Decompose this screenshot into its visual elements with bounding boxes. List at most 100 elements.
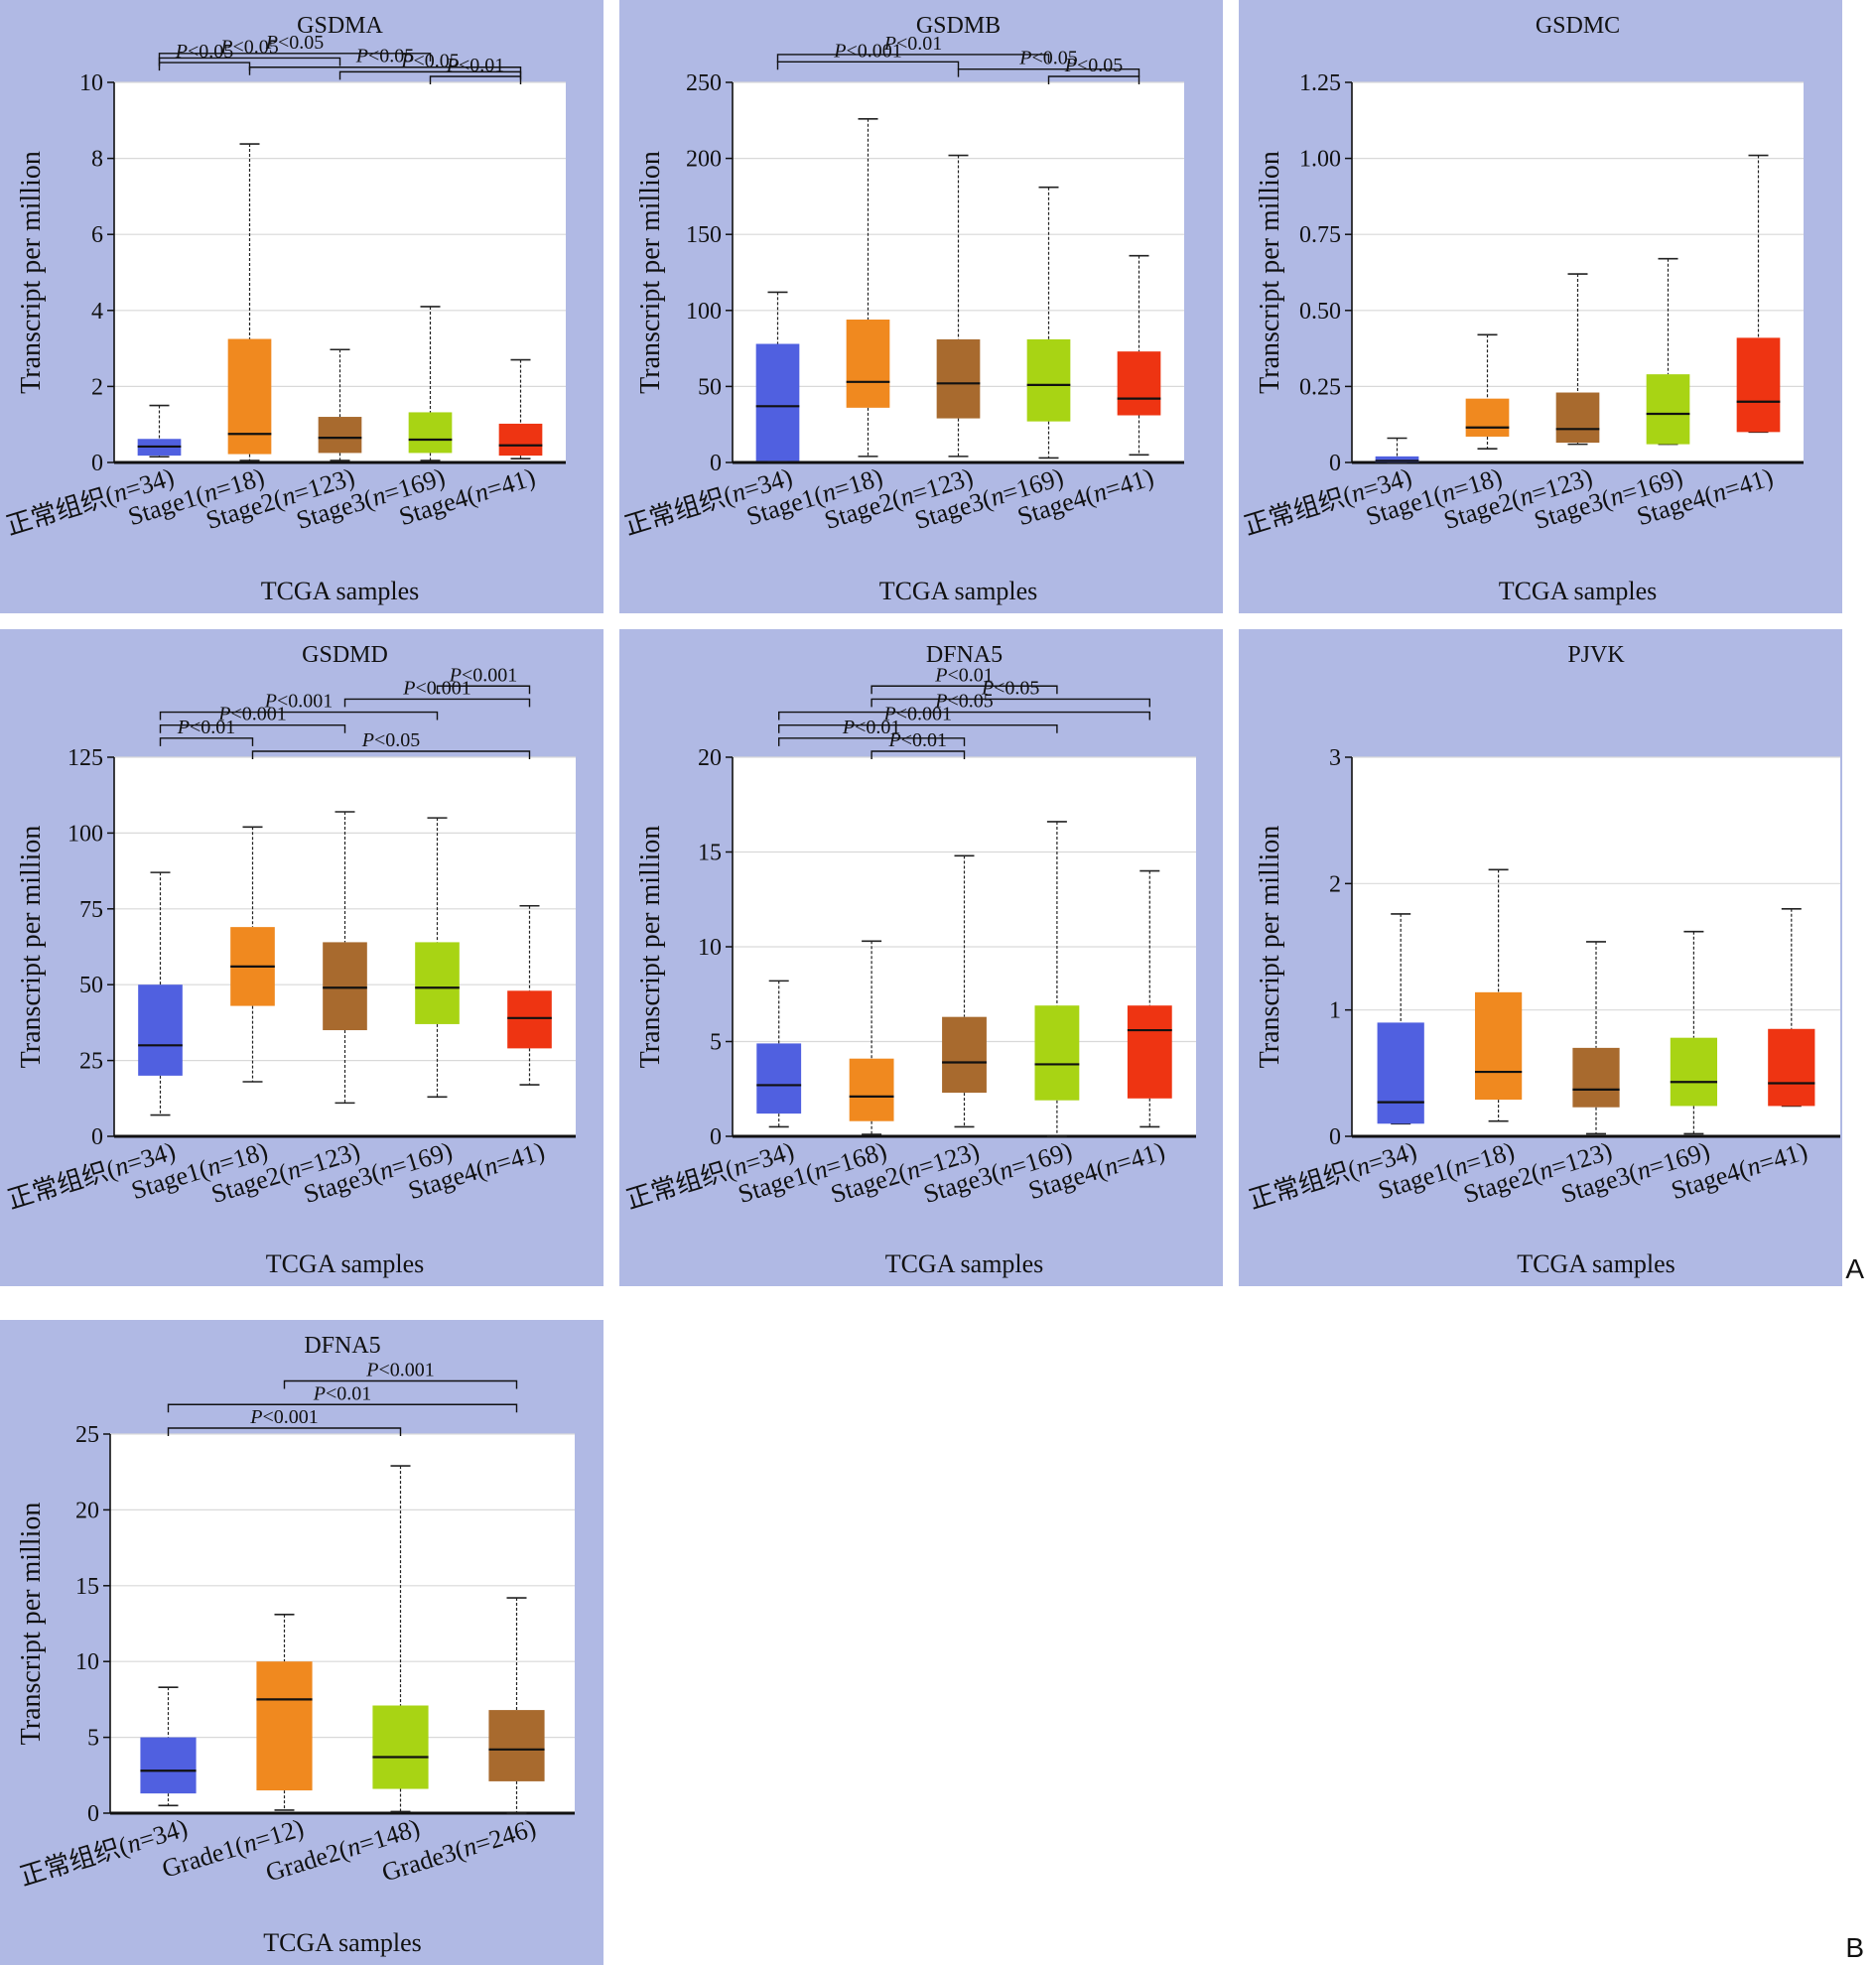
chart-title: PJVK <box>1567 642 1625 668</box>
significance-bracket <box>957 67 1140 77</box>
plot-area <box>114 82 566 462</box>
y-tick-label: 0 <box>87 1801 99 1827</box>
p-value-label: P<0.001 <box>833 40 902 62</box>
box-2 <box>1474 991 1523 1101</box>
p-value-label: P<0.001 <box>449 664 518 686</box>
box-3 <box>318 417 362 454</box>
p-value-label: P<0.001 <box>402 677 471 699</box>
significance-bracket <box>778 711 1150 720</box>
y-tick-label: 0 <box>91 1124 103 1150</box>
y-tick-label: 50 <box>698 374 722 400</box>
y-tick-label: 250 <box>686 70 722 96</box>
x-axis-label: TCGA samples <box>261 577 420 605</box>
p-value-label: P<0.01 <box>313 1382 372 1404</box>
significance-bracket <box>776 54 1050 63</box>
x-axis-label: TCGA samples <box>266 1249 425 1278</box>
box-2 <box>227 338 272 455</box>
box-4 <box>1646 374 1690 445</box>
panel-letter-a: A <box>1845 1253 1864 1284</box>
p-value-label: P<0.001 <box>883 704 953 725</box>
y-tick-label: 75 <box>79 897 103 923</box>
chart-panel-3: GSDMC 0 0.25 0.50 0.75 1.00 1.25 Transcript per… <box>1239 0 1842 613</box>
p-value-label: P<0.001 <box>249 1406 319 1428</box>
box-1 <box>138 984 183 1076</box>
chart-title: DFNA5 <box>304 1333 380 1359</box>
y-tick-label: 150 <box>686 222 722 248</box>
chart-title: GSDMD <box>302 642 388 668</box>
y-axis-label: Transcript per million <box>1255 826 1285 1069</box>
significance-bracket <box>871 750 966 759</box>
significance-bracket <box>251 750 531 759</box>
y-tick-label: 0.25 <box>1299 374 1341 400</box>
chart-title: GSDMB <box>916 13 1001 39</box>
significance-bracket <box>343 698 531 708</box>
y-axis-label: Transcript per million <box>635 826 666 1069</box>
y-tick-label: 10 <box>75 1649 99 1675</box>
p-value-label: P<0.01 <box>842 717 901 738</box>
box-2 <box>1465 398 1510 437</box>
p-value-label: P<0.05 <box>934 691 994 713</box>
box-3 <box>1572 1047 1620 1108</box>
significance-bracket <box>1047 75 1140 84</box>
box-1 <box>1377 1022 1424 1124</box>
y-tick-label: 5 <box>710 1030 722 1056</box>
box-5 <box>498 423 543 457</box>
y-tick-label: 0 <box>710 451 722 476</box>
y-axis-label: Transcript per million <box>16 151 47 394</box>
box-3 <box>942 1016 987 1094</box>
y-tick-label: 100 <box>67 821 103 847</box>
y-tick-label: 0 <box>1329 451 1341 476</box>
x-axis-label: TCGA samples <box>885 1249 1044 1278</box>
box-1 <box>1375 456 1419 462</box>
box-1 <box>140 1737 197 1794</box>
box-4 <box>415 942 460 1024</box>
y-tick-label: 2 <box>91 374 103 400</box>
significance-bracket <box>778 737 966 746</box>
significance-bracket <box>159 737 254 746</box>
y-tick-label: 2 <box>1329 871 1341 897</box>
p-value-label: P<0.05 <box>1064 55 1124 76</box>
box-3 <box>1555 392 1600 444</box>
p-value-label: P<0.05 <box>361 729 421 751</box>
y-tick-label: 0 <box>1329 1124 1341 1150</box>
y-tick-label: 1 <box>1329 998 1341 1024</box>
p-value-label: P<0.001 <box>264 691 334 713</box>
box-5 <box>1127 1005 1172 1099</box>
p-value-label: P<0.05 <box>981 677 1039 699</box>
y-tick-label: 25 <box>75 1422 99 1448</box>
y-tick-label: 50 <box>79 973 103 998</box>
box-2 <box>256 1661 313 1791</box>
significance-bracket <box>871 685 1058 695</box>
y-tick-label: 20 <box>698 745 722 771</box>
y-tick-label: 1.25 <box>1299 70 1341 96</box>
chart-title: DFNA5 <box>926 642 1003 668</box>
y-axis-label: Transcript per million <box>635 151 666 394</box>
box-1 <box>756 1043 802 1114</box>
chart-panel-4: GSDMD 0 25 50 75 100 125 Transcript per million… <box>0 629 603 1286</box>
box-4 <box>408 412 453 454</box>
significance-bracket <box>283 1379 518 1389</box>
panel-letter-b: B <box>1845 1932 1864 1963</box>
box-4 <box>1034 1005 1080 1101</box>
box-5 <box>1117 351 1161 416</box>
y-tick-label: 4 <box>91 299 103 325</box>
box-3 <box>936 338 981 419</box>
p-value-label: P<0.05 <box>1018 48 1078 69</box>
y-axis-label: Transcript per million <box>16 826 47 1069</box>
p-value-label: P<0.05 <box>265 32 325 54</box>
significance-bracket <box>159 711 439 720</box>
y-axis-label: Transcript per million <box>16 1503 47 1746</box>
p-value-label: P<0.01 <box>446 55 505 76</box>
y-tick-label: 125 <box>67 745 103 771</box>
p-value-label: P<0.01 <box>177 717 236 738</box>
y-axis-label: Transcript per million <box>1255 151 1285 394</box>
y-tick-label: 100 <box>686 299 722 325</box>
y-tick-label: 0 <box>91 451 103 476</box>
y-tick-label: 25 <box>79 1049 103 1075</box>
box-4 <box>1026 338 1071 422</box>
significance-bracket <box>436 685 531 695</box>
y-tick-label: 0.75 <box>1299 222 1341 248</box>
